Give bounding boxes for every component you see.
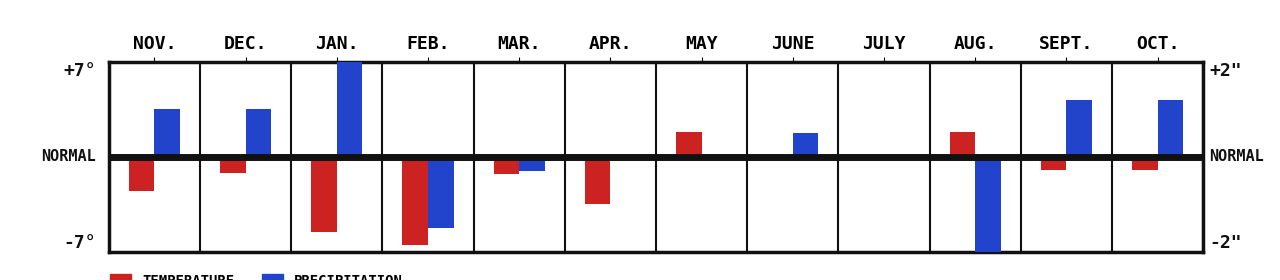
Legend: TEMPERATURE, PRECIPITATION: TEMPERATURE, PRECIPITATION <box>105 269 408 280</box>
Bar <box>428 157 453 228</box>
Bar <box>494 157 520 174</box>
Bar <box>520 157 545 171</box>
Bar <box>1066 100 1092 157</box>
Bar <box>975 157 1001 252</box>
Text: NORMAL: NORMAL <box>1210 149 1265 164</box>
Bar <box>246 109 271 157</box>
Bar <box>1157 100 1183 157</box>
Bar <box>129 157 155 191</box>
Bar <box>792 133 818 157</box>
Bar <box>1132 157 1157 171</box>
Bar <box>1041 157 1066 171</box>
Bar <box>220 157 246 173</box>
Bar <box>337 62 362 157</box>
Text: NORMAL: NORMAL <box>41 149 96 164</box>
Bar <box>950 132 975 157</box>
Text: +2": +2" <box>1210 62 1242 80</box>
Bar <box>155 109 180 157</box>
Bar <box>585 157 611 204</box>
Text: -7°: -7° <box>64 234 96 252</box>
Bar <box>676 132 701 157</box>
Text: -2": -2" <box>1210 234 1242 252</box>
Text: +7°: +7° <box>64 62 96 80</box>
Bar <box>311 157 337 232</box>
Bar <box>402 157 428 245</box>
